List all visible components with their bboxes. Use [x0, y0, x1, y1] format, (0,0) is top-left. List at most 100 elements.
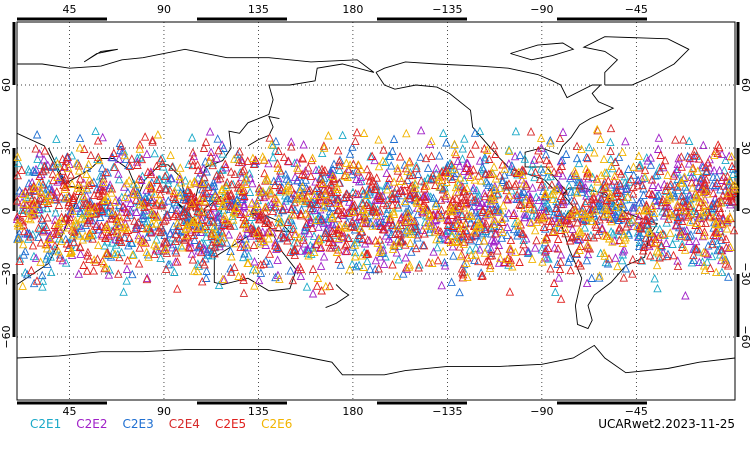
occultation-marker [53, 172, 62, 182]
occultation-marker [364, 202, 374, 212]
occultation-marker [15, 256, 24, 266]
occultation-marker [475, 201, 484, 210]
occultation-marker [150, 200, 159, 210]
occultation-marker [372, 173, 381, 182]
occultation-marker [455, 242, 464, 251]
occultation-marker [239, 199, 249, 208]
occultation-marker [76, 206, 85, 216]
occultation-marker [657, 240, 666, 249]
occultation-marker [255, 192, 264, 201]
occultation-marker [475, 219, 484, 228]
occultation-marker [607, 216, 616, 226]
occultation-marker [224, 229, 234, 239]
occultation-marker [658, 160, 667, 170]
occultation-marker [538, 257, 547, 266]
occultation-marker [289, 224, 298, 234]
occultation-marker [118, 146, 127, 156]
occultation-marker [510, 151, 520, 161]
occultation-marker [327, 192, 336, 201]
occultation-marker [293, 194, 302, 203]
occultation-marker [628, 189, 638, 198]
occultation-marker [676, 177, 686, 187]
top-lon-label: 45 [62, 3, 76, 16]
occultation-marker [403, 175, 412, 185]
occultation-marker [690, 146, 699, 155]
occultation-marker [152, 161, 161, 171]
occultation-marker [388, 146, 397, 156]
occultation-marker [40, 161, 49, 171]
occultation-marker [662, 207, 671, 217]
occultation-marker [455, 227, 464, 237]
occultation-marker [697, 218, 706, 227]
occultation-marker [426, 218, 435, 227]
occultation-marker [546, 135, 555, 145]
occultation-marker [416, 203, 425, 213]
occultation-marker [624, 230, 634, 239]
occultation-marker [669, 188, 679, 197]
occultation-marker [559, 215, 569, 225]
occultation-marker [286, 137, 296, 146]
occultation-marker [622, 222, 631, 231]
legend-item-c2e3: C2E3 [122, 417, 154, 431]
occultation-marker [211, 189, 220, 198]
top-lon-label: 135 [248, 3, 269, 16]
occultation-marker [52, 187, 62, 196]
left-lat-label: 0 [0, 208, 13, 215]
occultation-marker [270, 180, 280, 189]
occultation-marker [115, 145, 125, 155]
occultation-marker [352, 261, 361, 271]
occultation-marker [435, 181, 444, 191]
occultation-marker [255, 239, 264, 248]
occultation-marker [405, 190, 414, 200]
occultation-marker [453, 177, 463, 187]
occultation-marker [483, 242, 493, 252]
occultation-marker [240, 191, 249, 200]
occultation-marker [716, 207, 725, 217]
occultation-marker [545, 159, 554, 168]
occultation-marker [362, 190, 372, 200]
occultation-marker [484, 154, 494, 163]
occultation-marker [212, 153, 221, 163]
occultation-marker [534, 145, 543, 155]
occultation-marker [375, 206, 385, 215]
occultation-marker [365, 264, 375, 273]
occultation-marker [146, 169, 156, 179]
occultation-marker [108, 152, 117, 162]
occultation-marker [325, 185, 334, 195]
occultation-marker [504, 190, 514, 200]
occultation-marker [88, 225, 97, 235]
occultation-marker [98, 186, 107, 195]
occultation-marker [471, 243, 481, 252]
occultation-marker [518, 246, 527, 256]
occultation-marker [350, 240, 360, 249]
occultation-marker [711, 267, 721, 277]
occultation-marker [677, 162, 686, 171]
occultation-marker [34, 223, 43, 232]
occultation-marker [81, 220, 90, 230]
occultation-marker [220, 211, 230, 220]
occultation-marker [573, 217, 582, 227]
occultation-marker [536, 164, 546, 173]
occultation-marker [389, 134, 399, 143]
occultation-marker [399, 228, 409, 237]
occultation-marker [23, 227, 32, 237]
occultation-marker [93, 136, 103, 145]
occultation-marker [428, 170, 438, 180]
occultation-marker [513, 220, 523, 230]
occultation-marker [260, 155, 269, 164]
occultation-marker [18, 239, 28, 249]
occultation-marker [210, 181, 219, 190]
occultation-marker [120, 192, 130, 201]
occultation-marker [75, 143, 85, 152]
occultation-marker [514, 167, 524, 177]
occultation-marker [382, 168, 391, 178]
occultation-marker [181, 230, 191, 240]
occultation-marker [200, 224, 209, 234]
occultation-marker [293, 238, 302, 247]
occultation-marker [177, 242, 187, 252]
occultation-marker [537, 179, 547, 189]
occultation-marker [200, 196, 209, 205]
occultation-marker [311, 165, 321, 175]
occultation-marker [629, 170, 638, 179]
